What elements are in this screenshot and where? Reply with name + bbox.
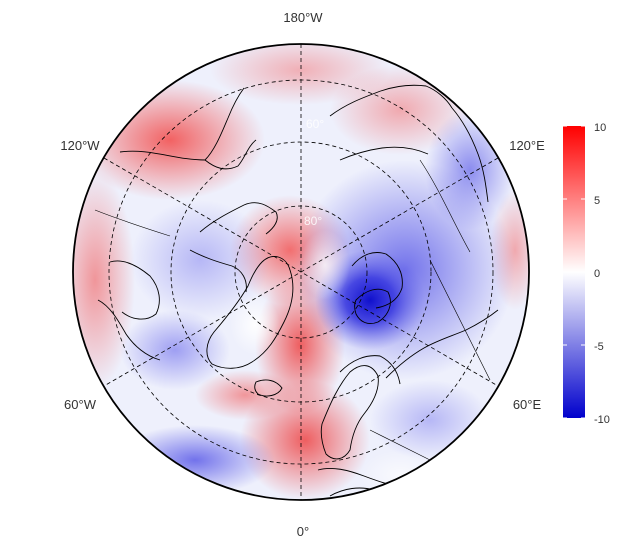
- longitude-label-120e: 120°E: [509, 138, 545, 153]
- anomaly-field: [73, 44, 529, 500]
- colorbar-ramp: [563, 126, 585, 418]
- colorbar-tick-10: 10: [594, 122, 606, 134]
- latitude-label-60: 60°: [306, 117, 324, 131]
- latitude-label-80: 80°: [304, 214, 322, 228]
- colorbar: 10 5 0 -5 -10: [563, 122, 610, 426]
- colorbar-tick-neg10: -10: [594, 414, 610, 426]
- meridian-120e-60w: [103, 157, 499, 387]
- longitude-label-180w: 180°W: [283, 10, 323, 25]
- novaya-zemlya-outline: [354, 288, 391, 325]
- longitude-label-0: 0°: [297, 524, 309, 539]
- iceland-outline: [254, 379, 283, 397]
- labrador-cold-anomaly: [115, 425, 275, 495]
- longitude-label-120w: 120°W: [60, 138, 100, 153]
- colorbar-tick-5: 5: [594, 195, 600, 207]
- greenland-outline: [206, 255, 294, 369]
- map-boundary: [72, 43, 530, 501]
- longitude-label-60e: 60°E: [513, 397, 542, 412]
- colorbar-tick-0: 0: [594, 268, 600, 280]
- longitude-label-60w: 60°W: [64, 397, 97, 412]
- scandinavia-outline: [320, 365, 379, 460]
- graticule: [103, 44, 499, 500]
- colorbar-tick-neg5: -5: [594, 341, 604, 353]
